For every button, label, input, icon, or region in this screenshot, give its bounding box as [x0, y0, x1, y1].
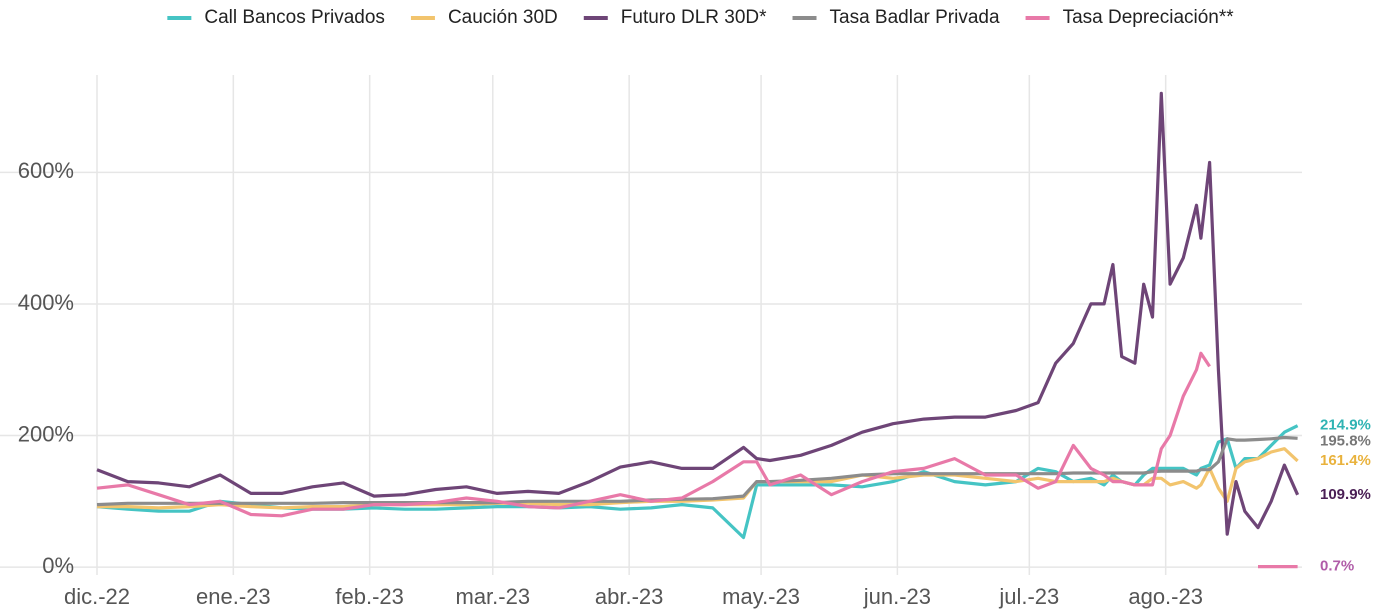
legend-label: Futuro DLR 30D* [621, 7, 767, 28]
y-tick-label: 600% [18, 158, 74, 183]
y-tick-label: 200% [18, 421, 74, 446]
x-tick-label: ene.-23 [196, 584, 271, 609]
end-label: 109.9% [1320, 486, 1371, 503]
series-line [96, 351, 1211, 518]
legend-label: Tasa Badlar Privada [830, 7, 1000, 28]
end-label: 214.9% [1320, 417, 1371, 434]
y-tick-label: 400% [18, 290, 74, 315]
legend: Call Bancos Privados Caución 30D Futuro DL… [167, 7, 1234, 28]
end-label: 161.4% [1320, 452, 1371, 469]
end-label: 195.8% [1320, 433, 1371, 450]
x-tick-label: dic.-22 [64, 584, 130, 609]
legend-label: Tasa Depreciación** [1063, 7, 1235, 28]
x-tick-label: ago.-23 [1128, 584, 1203, 609]
legend-label: Call Bancos Privados [204, 7, 385, 28]
y-tick-label: 0% [42, 553, 74, 578]
x-tick-label: abr.-23 [595, 584, 664, 609]
x-tick-label: jul.-23 [998, 584, 1059, 609]
x-tick-label: may.-23 [722, 584, 800, 609]
legend-label: Caución 30D [448, 7, 558, 28]
end-label: 0.7% [1320, 558, 1354, 575]
series-line [96, 91, 1300, 536]
x-tick-label: mar.-23 [456, 584, 531, 609]
series-line [96, 435, 1298, 507]
x-tick-label: feb.-23 [335, 584, 404, 609]
x-tick-label: jun.-23 [863, 584, 931, 609]
